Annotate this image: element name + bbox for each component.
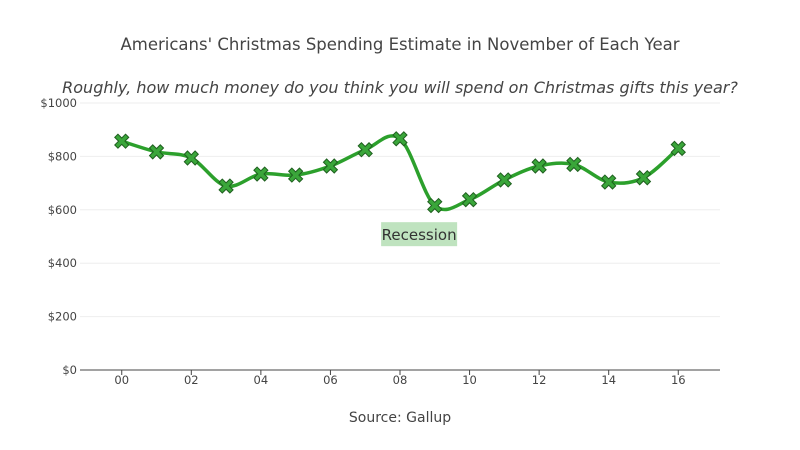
data-point-marker xyxy=(427,197,443,214)
data-point-marker xyxy=(114,133,130,149)
recession-annotation: Recession xyxy=(381,222,458,247)
data-point-marker xyxy=(148,144,165,160)
data-point-marker xyxy=(287,167,304,183)
data-point-marker xyxy=(183,150,200,166)
annotation-label: Recession xyxy=(382,226,457,244)
data-point-marker xyxy=(253,166,269,182)
y-tick-label: $200 xyxy=(48,310,77,324)
data-point-marker xyxy=(670,140,686,157)
y-tick-label: $600 xyxy=(48,203,77,217)
data-point-marker xyxy=(600,174,617,190)
x-tick-label: 16 xyxy=(671,373,686,387)
y-tick-label: $800 xyxy=(48,149,77,163)
x-tick-label: 14 xyxy=(601,373,616,387)
data-point-marker xyxy=(566,156,582,173)
data-point-marker xyxy=(218,178,234,194)
chart-subtitle: Roughly, how much money do you think you… xyxy=(62,78,738,97)
data-markers xyxy=(114,131,686,214)
data-point-marker xyxy=(357,142,373,158)
data-point-marker xyxy=(322,158,339,174)
data-point-marker xyxy=(461,191,478,208)
x-axis-label: Source: Gallup xyxy=(349,410,451,426)
x-tick-label: 02 xyxy=(184,373,199,387)
y-tick-label: $400 xyxy=(48,256,77,270)
chart-title: Americans' Christmas Spending Estimate i… xyxy=(120,35,679,54)
x-tick-label: 06 xyxy=(323,373,338,387)
y-tick-label: $1000 xyxy=(40,96,77,110)
y-axis-ticks: $0 $200 $400 $600 $800 $1000 xyxy=(40,96,77,377)
y-tick-label: $0 xyxy=(62,363,77,377)
data-point-marker xyxy=(496,172,513,188)
x-tick-label: 04 xyxy=(254,373,269,387)
x-axis-ticks: 00 02 04 06 08 10 12 14 16 xyxy=(114,370,686,387)
x-tick-label: 08 xyxy=(393,373,408,387)
data-point-marker xyxy=(392,131,408,147)
x-tick-label: 10 xyxy=(462,373,477,387)
x-tick-label: 12 xyxy=(532,373,547,387)
annotation-background xyxy=(381,222,458,247)
series-spending xyxy=(121,134,680,212)
data-point-marker xyxy=(635,170,652,186)
data-point-marker xyxy=(531,158,547,174)
x-tick-label: 00 xyxy=(114,373,129,387)
series-line xyxy=(121,134,680,212)
